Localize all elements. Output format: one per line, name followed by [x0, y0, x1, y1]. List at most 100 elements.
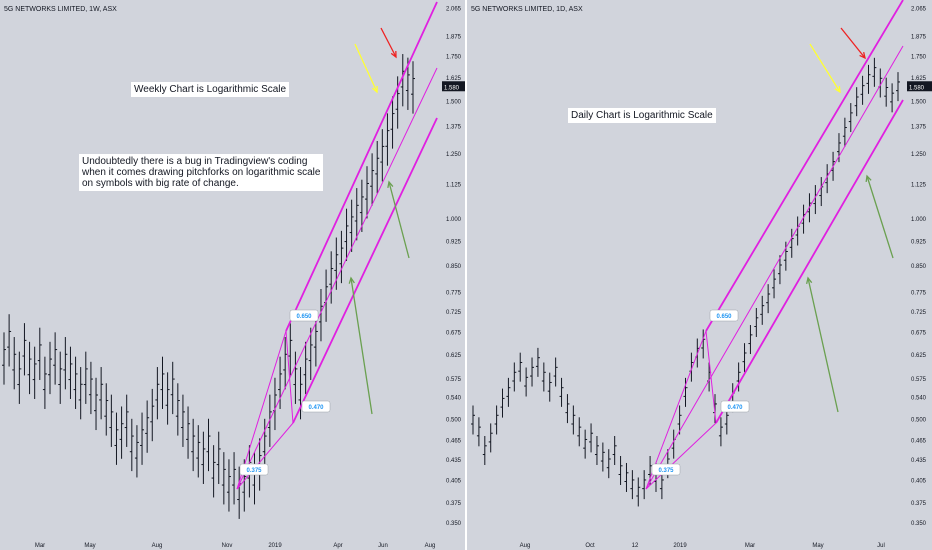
price-bar [583, 429, 588, 459]
weekly-chart-panel[interactable]: 5G NETWORKS LIMITED, 1W, ASX 2.065 1.875 1.… [0, 0, 465, 550]
price-bar [211, 445, 216, 498]
price-bar [191, 418, 196, 472]
y-tick-label: 1.500 [911, 99, 927, 105]
price-bar [124, 394, 129, 447]
price-bar [17, 351, 22, 404]
pitchfork-upper-line [705, 0, 904, 332]
price-bar [99, 367, 104, 420]
price-bar [848, 103, 853, 133]
green-arrow-shaft [866, 175, 894, 259]
price-bar [754, 307, 759, 337]
y-tick-label: 0.725 [446, 310, 462, 316]
green-arrow-shaft [388, 181, 410, 259]
y-tick-label: 0.725 [911, 310, 927, 316]
price-bar [196, 425, 201, 478]
price-bar [836, 133, 841, 163]
price-bar [278, 356, 283, 409]
green-arrow-head [387, 180, 394, 189]
pitchfork-lower-line [292, 117, 438, 424]
y-tick-label: 0.500 [911, 418, 927, 424]
yellow-arrow [354, 43, 378, 94]
y-tick-label: 1.375 [446, 125, 462, 131]
price-bar [565, 394, 570, 424]
price-bar [471, 405, 475, 435]
pitchfork-handle [645, 422, 717, 490]
green-arrow-lower-head [348, 276, 355, 284]
price-bar [104, 383, 109, 436]
price-bar [766, 284, 771, 314]
price-bar [298, 367, 303, 420]
bug-annotation-box[interactable]: Undoubtedly there is a bug in Tradingvie… [79, 154, 324, 191]
x-tick-label: Mar [745, 543, 755, 549]
y-tick-label: 1.625 [446, 76, 462, 82]
y-tick-label: 0.540 [446, 395, 462, 401]
y-tick-label: 2.065 [911, 7, 927, 13]
y-tick-label: 1.750 [446, 55, 462, 61]
price-bar [308, 327, 313, 380]
price-bar [63, 337, 68, 390]
badge-value: 0.650 [716, 314, 732, 320]
price-bar [819, 177, 824, 207]
y-tick-label: 2.065 [446, 7, 462, 13]
pitchfork-point-badge: 0.650 [289, 309, 319, 322]
price-bar [364, 166, 369, 219]
price-bar [165, 372, 170, 425]
price-bar [606, 449, 611, 479]
x-tick-label: Nov [222, 543, 233, 549]
badge-box [720, 400, 750, 413]
y-tick-label: 0.350 [911, 521, 927, 527]
price-bar [32, 346, 37, 399]
price-bar [494, 405, 499, 435]
pitchfork-handle [236, 330, 287, 490]
weekly-chart-svg[interactable]: 5G NETWORKS LIMITED, 1W, ASX 2.065 1.875 1.… [0, 0, 465, 550]
price-bar [42, 356, 47, 409]
y-tick-label: 1.625 [911, 76, 927, 82]
pitchfork-lower-line [715, 99, 904, 424]
pitchfork-handle [645, 330, 707, 490]
panel-divider[interactable] [465, 0, 467, 550]
green-arrow-lower-shaft [350, 277, 373, 415]
price-bar [683, 377, 688, 407]
y-tick-label: 0.375 [446, 501, 462, 507]
daily-chart-panel[interactable]: 5G NETWORKS LIMITED, 1D, ASX 2.065 1.875 1.… [467, 0, 932, 550]
price-bar [53, 332, 58, 385]
price-bar [252, 452, 257, 505]
price-bar [866, 64, 871, 94]
price-bar [860, 75, 865, 105]
price-bar [872, 57, 877, 87]
red-arrow-shaft [380, 27, 397, 58]
weekly-annotation-box[interactable]: Weekly Chart is Logarithmic Scale [131, 82, 290, 97]
y-tick-label: 1.875 [911, 35, 927, 41]
price-bar [777, 255, 782, 285]
x-tick-label: Aug [520, 543, 531, 549]
daily-annotation-box[interactable]: Daily Chart is Logarithmic Scale [568, 108, 716, 123]
y-tick-label: 1.125 [911, 183, 927, 189]
y-tick-label: 0.465 [446, 439, 462, 445]
price-bar [370, 153, 375, 206]
price-bar [559, 377, 564, 407]
x-tick-label: Aug [152, 543, 163, 549]
x-tick-label: Aug [425, 543, 436, 549]
price-bar [73, 356, 78, 409]
x-tick-label: May [84, 543, 95, 549]
price-bar [288, 323, 293, 376]
price-bar [216, 431, 221, 484]
y-tick-label: 0.350 [446, 521, 462, 527]
price-bar [380, 129, 385, 182]
price-bar [339, 230, 344, 284]
price-bar [272, 377, 277, 431]
y-tick-label: 1.375 [911, 125, 927, 131]
red-arrow [840, 27, 866, 60]
price-bar [648, 455, 653, 485]
price-bar [293, 351, 298, 404]
y-tick-label: 0.435 [911, 458, 927, 464]
price-bar [500, 388, 505, 418]
badge-box [709, 309, 739, 322]
pitchfork-point-badge: 0.375 [651, 463, 681, 476]
y-tick-label: 0.850 [446, 264, 462, 270]
price-bar [303, 341, 308, 395]
price-bar [476, 417, 481, 447]
price-bar [594, 436, 599, 466]
daily-chart-svg[interactable]: 5G NETWORKS LIMITED, 1D, ASX 2.065 1.875 1.… [467, 0, 932, 550]
price-bar [7, 314, 12, 367]
